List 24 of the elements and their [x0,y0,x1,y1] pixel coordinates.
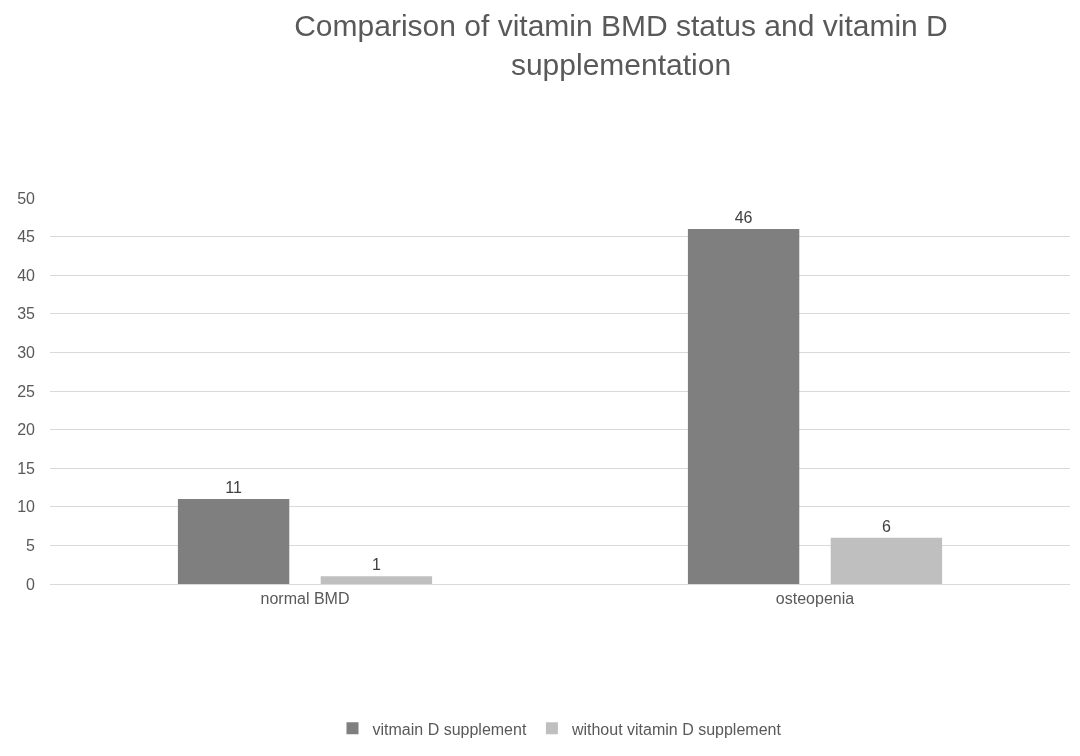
x-tick-label: normal BMD [260,590,350,608]
y-tick-label: 10 [17,498,36,516]
y-tick-label: 35 [17,305,36,323]
data-label: 46 [734,208,753,226]
bar [320,576,433,584]
bar [687,228,800,584]
y-tick-label: 40 [17,266,36,284]
legend-label: vitmain D supplement [372,720,527,738]
data-label: 6 [881,517,891,535]
data-label: 1 [371,556,381,574]
y-tick-label: 15 [17,459,36,477]
bar [177,499,290,584]
y-tick-label: 0 [26,575,36,593]
y-tick-label: 20 [17,421,36,439]
y-tick-label: 5 [26,537,36,554]
x-tick-label: osteopenia [775,590,855,608]
y-tick-label: 50 [17,189,36,207]
chart-title: Comparison of vitamin BMD status and vitamin D supplementation [294,9,948,81]
bar [830,537,943,584]
y-tick-label: 25 [17,382,36,400]
data-label: 11 [225,479,242,497]
y-tick-label: 30 [17,344,36,361]
legend-label: without vitamin D supplement [570,720,782,738]
y-tick-label: 45 [17,228,36,246]
